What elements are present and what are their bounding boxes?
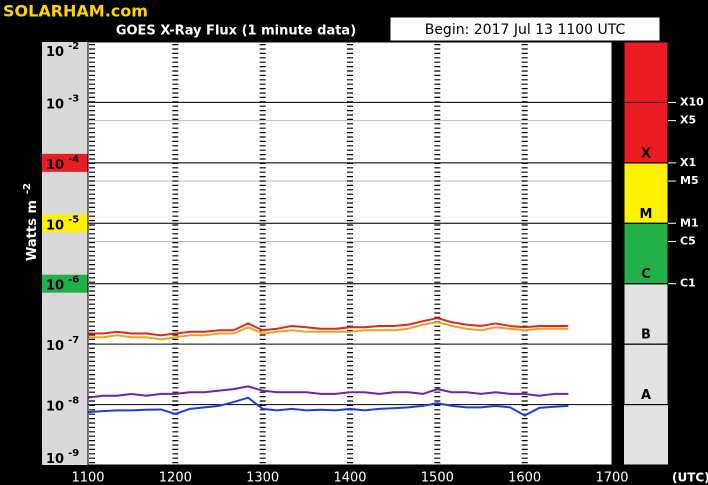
class-band bbox=[623, 162, 669, 224]
class-tick-label: X1 bbox=[680, 156, 696, 169]
y-tick-label-exponent: -3 bbox=[68, 93, 79, 104]
y-tick-label: 10 -9 bbox=[46, 448, 79, 467]
y-tick-label-exponent: -7 bbox=[68, 335, 79, 346]
class-tick-label: M1 bbox=[680, 216, 699, 229]
y-tick-label-exponent: -6 bbox=[68, 275, 79, 286]
plot-frame bbox=[87, 41, 613, 466]
y-label-column bbox=[42, 42, 88, 465]
x-tick-label: 1300 bbox=[246, 471, 279, 485]
y-tick-label-bg bbox=[42, 214, 88, 233]
begin-label: Begin: 2017 Jul 13 1100 UTC bbox=[425, 22, 626, 38]
y-tick-label-base: 10 bbox=[46, 97, 64, 112]
chart-title: GOES X-Ray Flux (1 minute data) bbox=[116, 24, 356, 39]
class-band bbox=[623, 283, 669, 345]
x-tick-label: 1700 bbox=[595, 471, 628, 485]
y-tick-label: 10 -6 bbox=[46, 275, 79, 294]
brand: SOLARHAM.com bbox=[3, 2, 148, 21]
class-band bbox=[623, 222, 669, 285]
y-tick-label: 10 -4 bbox=[46, 154, 79, 173]
y-tick-label-exponent: -8 bbox=[68, 396, 79, 407]
class-label: A bbox=[641, 388, 651, 403]
series-line bbox=[87, 396, 569, 417]
y-tick-label-base: 10 bbox=[46, 452, 64, 467]
class-tick-label: C1 bbox=[680, 277, 696, 290]
y-tick-label-bg bbox=[42, 274, 88, 293]
y-axis-label-exponent: -2 bbox=[22, 183, 33, 194]
y-tick-label-base: 10 bbox=[46, 45, 64, 60]
x-tick-label: 1200 bbox=[159, 471, 192, 485]
class-label: X bbox=[641, 146, 651, 161]
y-tick-label-base: 10 bbox=[46, 339, 64, 354]
y-tick-label-base: 10 bbox=[46, 157, 64, 172]
y-tick-label: 10 -3 bbox=[46, 93, 79, 112]
class-label: B bbox=[641, 328, 651, 343]
y-tick-label: 10 -7 bbox=[46, 335, 79, 354]
class-band bbox=[623, 343, 669, 406]
x-tick-label: 1600 bbox=[508, 471, 541, 485]
class-tick-label: X5 bbox=[680, 114, 696, 127]
begin-box bbox=[389, 16, 661, 42]
series-line bbox=[88, 321, 569, 341]
y-axis-label: Watts m -2 bbox=[22, 183, 40, 261]
class-tick-label: C5 bbox=[680, 234, 696, 247]
y-axis-label-text: Watts m bbox=[25, 200, 40, 261]
y-tick-label-exponent: -9 bbox=[68, 448, 79, 459]
class-tick-label: X10 bbox=[680, 95, 704, 108]
y-tick-label: 10 -5 bbox=[46, 214, 79, 233]
class-label: C bbox=[641, 267, 651, 282]
y-tick-label: 10 -8 bbox=[46, 396, 79, 415]
y-tick-label: 10 -2 bbox=[46, 41, 79, 60]
x-tick-label: 1400 bbox=[333, 471, 366, 485]
x-tick-label: 1500 bbox=[421, 471, 454, 485]
y-tick-label-exponent: -5 bbox=[68, 214, 79, 225]
y-tick-label-base: 10 bbox=[46, 278, 64, 293]
y-tick-label-base: 10 bbox=[46, 218, 64, 233]
y-tick-label-exponent: -4 bbox=[68, 154, 79, 165]
class-label: M bbox=[640, 207, 653, 222]
y-tick-label-bg bbox=[42, 153, 88, 172]
series-line bbox=[88, 317, 569, 337]
class-tick-label: M5 bbox=[680, 174, 699, 187]
y-tick-label-exponent: -2 bbox=[68, 41, 79, 52]
y-tick-label-base: 10 bbox=[46, 399, 64, 414]
series-line bbox=[87, 385, 569, 399]
x-unit: (UTC) bbox=[672, 471, 708, 485]
x-tick-label: 1100 bbox=[71, 471, 104, 485]
